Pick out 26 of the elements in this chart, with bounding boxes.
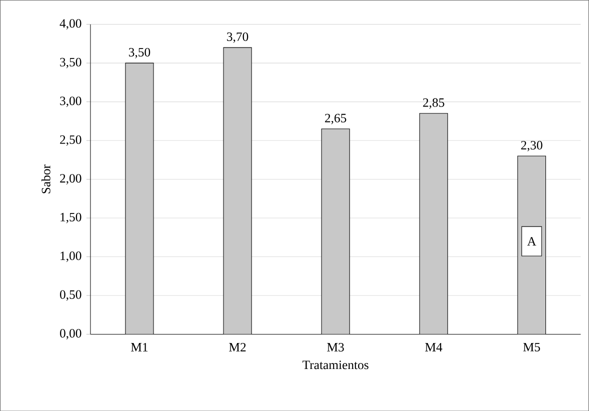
y-tick-label: 3,00 — [60, 96, 82, 107]
data-label: 2,85 — [423, 98, 444, 109]
data-label: 2,65 — [325, 114, 346, 124]
y-tick-label: 1,00 — [60, 251, 82, 262]
data-label: 3,70 — [227, 32, 248, 43]
x-tick-label: M4 — [425, 342, 442, 352]
data-label: 2,30 — [521, 140, 542, 152]
x-tick-label: M3 — [327, 342, 344, 352]
y-tick-label: 4,00 — [60, 18, 82, 30]
y-tick-label: 0,50 — [60, 290, 82, 301]
x-tick-label: M2 — [229, 342, 246, 352]
x-axis-title: Tratamientos — [302, 360, 368, 370]
bar — [125, 62, 154, 334]
x-tick-label: M5 — [523, 342, 540, 352]
annotation: A — [527, 236, 536, 246]
y-tick-label: 2,00 — [60, 174, 82, 184]
y-tick-label: 2,50 — [60, 135, 82, 146]
y-tick-label: 0,00 — [60, 328, 82, 340]
x-tick-label: M1 — [131, 342, 148, 352]
bar — [322, 128, 350, 334]
y-axis-title: Sabor — [41, 164, 50, 194]
bar — [224, 47, 252, 334]
data-label: 3,50 — [128, 48, 150, 58]
y-tick-label: 3,50 — [60, 58, 82, 68]
y-tick-label: 1,50 — [60, 212, 82, 224]
bar — [420, 113, 448, 334]
